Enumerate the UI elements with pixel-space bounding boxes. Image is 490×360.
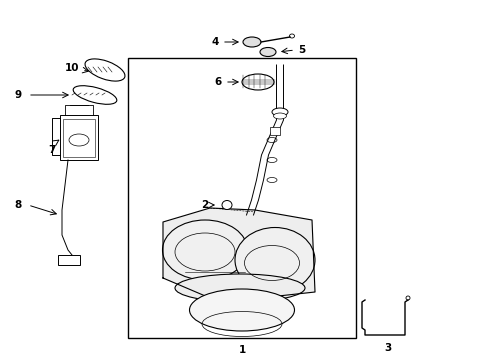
Ellipse shape (222, 201, 232, 210)
Bar (128, 58, 356, 338)
Text: 10: 10 (65, 63, 79, 73)
Text: 4: 4 (211, 37, 219, 47)
Text: 6: 6 (215, 77, 221, 87)
Text: 3: 3 (384, 343, 392, 353)
Bar (270, 127, 280, 135)
Ellipse shape (175, 274, 305, 302)
Ellipse shape (73, 86, 117, 104)
Ellipse shape (235, 228, 315, 292)
Ellipse shape (273, 113, 287, 119)
Ellipse shape (190, 289, 294, 331)
Text: 8: 8 (14, 200, 22, 210)
Text: 1: 1 (238, 345, 245, 355)
Text: 2: 2 (201, 200, 209, 210)
Bar (60, 115, 98, 160)
Polygon shape (163, 208, 315, 298)
Ellipse shape (242, 74, 274, 90)
Text: 7: 7 (49, 145, 56, 155)
Ellipse shape (260, 48, 276, 57)
Bar (58, 255, 80, 265)
Text: 9: 9 (14, 90, 22, 100)
Ellipse shape (243, 37, 261, 47)
Ellipse shape (85, 59, 125, 81)
Text: 5: 5 (298, 45, 306, 55)
Ellipse shape (163, 220, 247, 280)
Ellipse shape (272, 108, 288, 116)
Bar (63, 119, 95, 157)
